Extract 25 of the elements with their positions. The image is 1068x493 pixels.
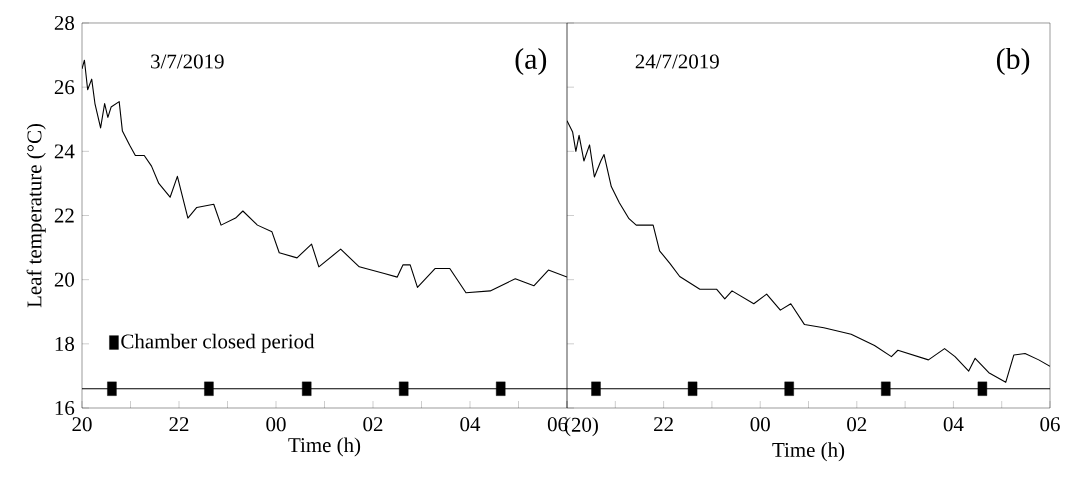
y-tick-label: 22 bbox=[54, 208, 74, 223]
y-tick-label: 20 bbox=[54, 272, 75, 287]
y-tick-label: 28 bbox=[54, 15, 75, 31]
y-tick-label: 26 bbox=[54, 80, 75, 95]
y-tick-label: 18 bbox=[55, 336, 75, 351]
annotation: (b) bbox=[996, 47, 1030, 76]
x-tick-label: 04 bbox=[943, 417, 964, 432]
x-tick-label: 00 bbox=[750, 417, 770, 432]
annotation: 3/7/2019 bbox=[151, 54, 224, 69]
y-tick-label: 16 bbox=[55, 400, 75, 416]
x-tick-label: 22 bbox=[169, 417, 189, 432]
y-tick-label: 24 bbox=[54, 144, 75, 159]
y-axis-title: Leaf temperature (°C) bbox=[26, 123, 46, 308]
x-tick-label: 22 bbox=[654, 417, 673, 432]
x-tick-label: 20 bbox=[72, 417, 92, 432]
x-axis-title: Time (h) bbox=[772, 442, 845, 462]
x-tick-label: 02 bbox=[363, 417, 383, 432]
x-tick-label: 00 bbox=[266, 417, 286, 432]
x-axis-title: Time (h) bbox=[288, 437, 361, 457]
x-tick-label: 02 bbox=[847, 417, 867, 432]
legend-label: Chamber closed period bbox=[121, 333, 315, 353]
x-tick-label: 06 bbox=[1040, 417, 1060, 432]
annotation: (a) bbox=[515, 47, 547, 76]
x-tick-label: 04 bbox=[460, 417, 481, 432]
annotation: 24/7/2019 bbox=[635, 54, 719, 69]
